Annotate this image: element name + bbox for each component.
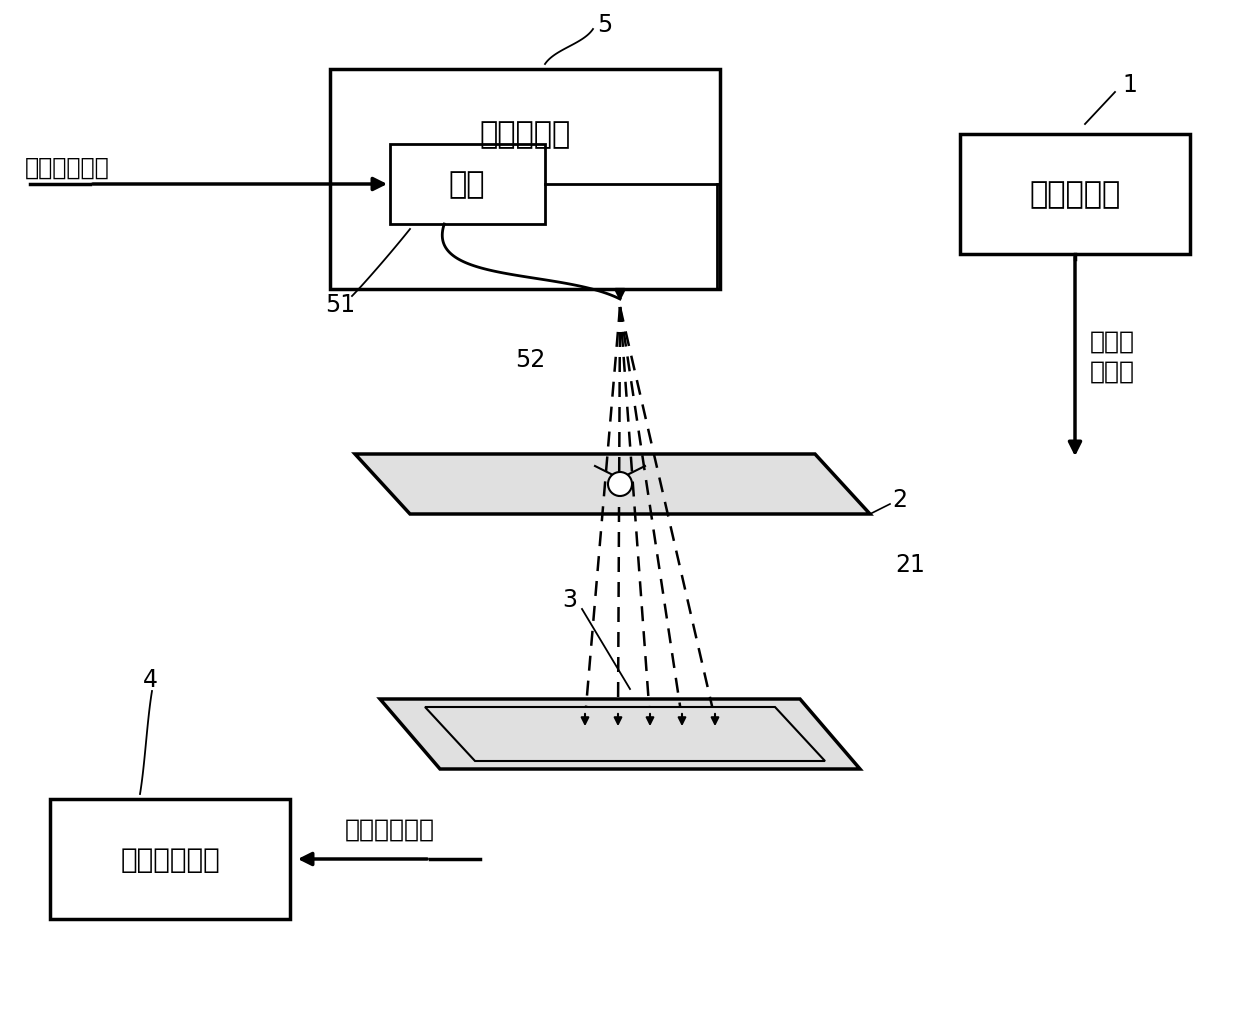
Text: 信号产生器: 信号产生器	[1029, 180, 1121, 209]
Text: 第一射: 第一射	[1090, 330, 1135, 354]
Text: 4: 4	[143, 667, 157, 691]
Bar	[50, 799, 290, 919]
Text: 5: 5	[598, 13, 613, 37]
Polygon shape	[425, 707, 825, 761]
Text: 3: 3	[563, 587, 578, 611]
Text: 激光雕刻机: 激光雕刻机	[480, 120, 570, 150]
Polygon shape	[355, 454, 870, 515]
Text: 21: 21	[895, 552, 925, 577]
Polygon shape	[379, 699, 861, 769]
Bar	[391, 145, 546, 225]
Text: 频信号: 频信号	[1090, 360, 1135, 383]
Text: 射频量测设备: 射频量测设备	[120, 845, 219, 873]
Text: 1: 1	[1122, 73, 1137, 97]
Text: 第二射频信号: 第二射频信号	[345, 817, 435, 841]
Text: 马达控制信号: 马达控制信号	[25, 156, 110, 179]
Circle shape	[608, 473, 632, 496]
Bar	[960, 135, 1190, 255]
Bar	[330, 70, 720, 289]
Text: 52: 52	[515, 347, 546, 372]
Text: 51: 51	[325, 292, 355, 317]
Text: 2: 2	[893, 487, 908, 512]
Text: 马达: 马达	[449, 170, 485, 200]
